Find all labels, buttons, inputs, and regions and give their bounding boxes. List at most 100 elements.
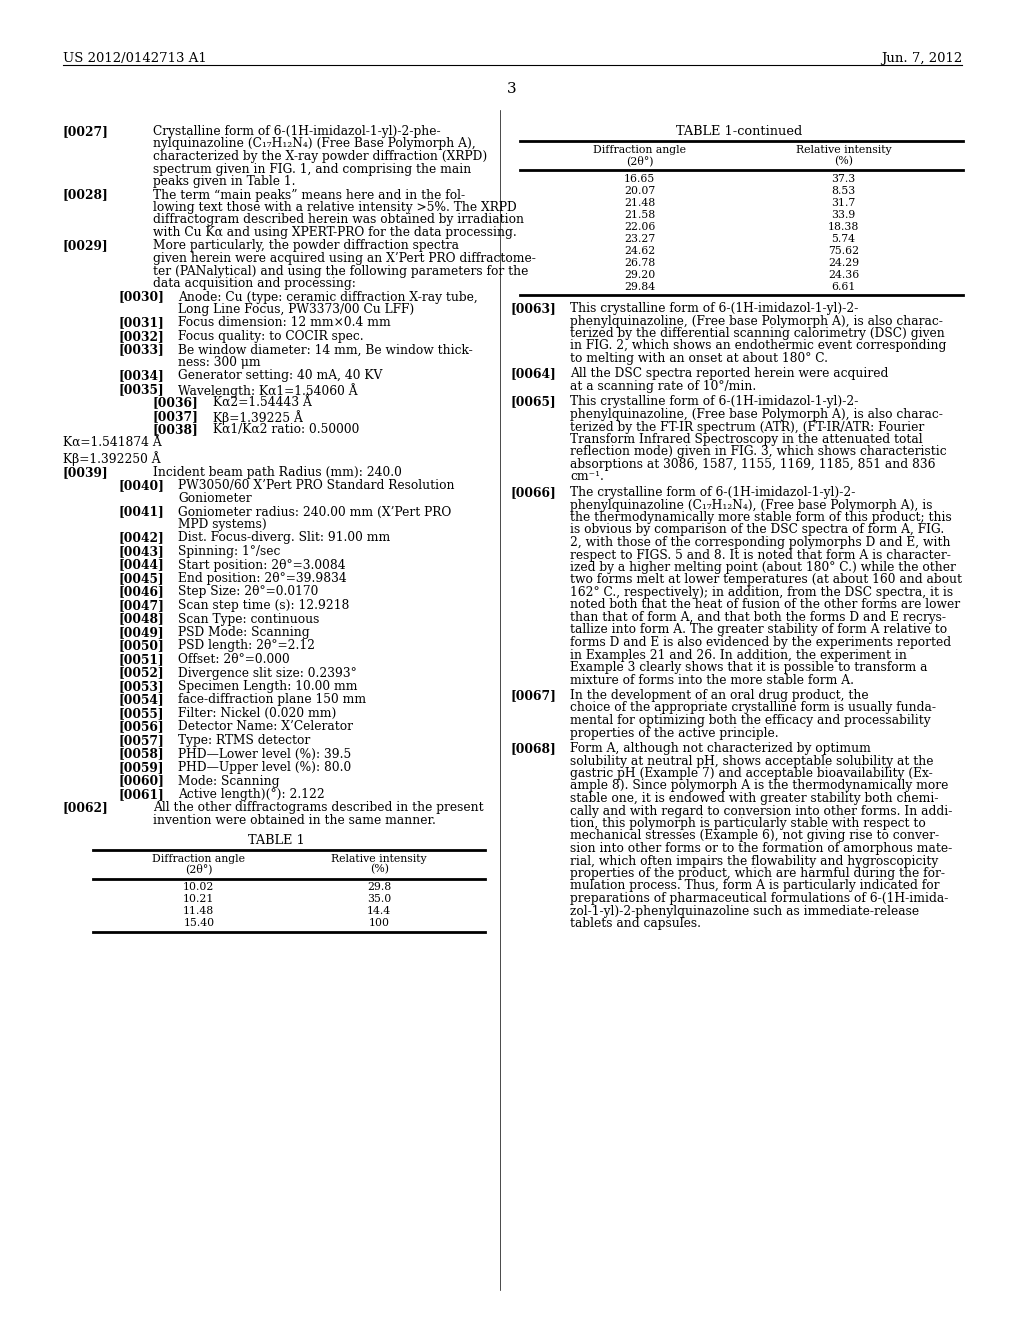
Text: Scan Type: continuous: Scan Type: continuous: [178, 612, 319, 626]
Text: [0032]: [0032]: [118, 330, 164, 343]
Text: 8.53: 8.53: [831, 186, 855, 195]
Text: in FIG. 2, which shows an endothermic event corresponding: in FIG. 2, which shows an endothermic ev…: [570, 339, 946, 352]
Text: diffractogram described herein was obtained by irradiation: diffractogram described herein was obtai…: [153, 214, 524, 227]
Text: two forms melt at lower temperatures (at about 160 and about: two forms melt at lower temperatures (at…: [570, 573, 962, 586]
Text: lowing text those with a relative intensity >5%. The XRPD: lowing text those with a relative intens…: [153, 201, 517, 214]
Text: Mode: Scanning: Mode: Scanning: [178, 775, 280, 788]
Text: 162° C., respectively); in addition, from the DSC spectra, it is: 162° C., respectively); in addition, fro…: [570, 586, 953, 599]
Text: 35.0: 35.0: [367, 895, 391, 904]
Text: Jun. 7, 2012: Jun. 7, 2012: [881, 51, 962, 65]
Text: [0053]: [0053]: [118, 680, 164, 693]
Text: [0068]: [0068]: [510, 742, 556, 755]
Text: Diffraction angle: Diffraction angle: [153, 854, 246, 863]
Text: Crystalline form of 6-(1H-imidazol-1-yl)-2-phe-: Crystalline form of 6-(1H-imidazol-1-yl)…: [153, 125, 440, 139]
Text: terized by the differential scanning calorimetry (DSC) given: terized by the differential scanning cal…: [570, 327, 945, 341]
Text: 21.58: 21.58: [624, 210, 655, 220]
Text: reflection mode) given in FIG. 3, which shows characteristic: reflection mode) given in FIG. 3, which …: [570, 446, 946, 458]
Text: [0033]: [0033]: [118, 343, 164, 356]
Text: forms D and E is also evidenced by the experiments reported: forms D and E is also evidenced by the e…: [570, 636, 951, 649]
Text: End position: 2θ°=39.9834: End position: 2θ°=39.9834: [178, 572, 347, 585]
Text: Scan step time (s): 12.9218: Scan step time (s): 12.9218: [178, 599, 349, 612]
Text: Diffraction angle: Diffraction angle: [593, 145, 686, 154]
Text: Kβ=1.392250 Å: Kβ=1.392250 Å: [63, 451, 161, 466]
Text: invention were obtained in the same manner.: invention were obtained in the same mann…: [153, 814, 436, 828]
Text: 11.48: 11.48: [183, 907, 214, 916]
Text: [0056]: [0056]: [118, 721, 164, 734]
Text: All the other diffractograms described in the present: All the other diffractograms described i…: [153, 801, 483, 814]
Text: PSD length: 2θ°=2.12: PSD length: 2θ°=2.12: [178, 639, 315, 652]
Text: Example 3 clearly shows that it is possible to transform a: Example 3 clearly shows that it is possi…: [570, 661, 928, 675]
Text: [0031]: [0031]: [118, 317, 164, 330]
Text: [0040]: [0040]: [118, 479, 164, 492]
Text: 5.74: 5.74: [831, 234, 855, 244]
Text: 31.7: 31.7: [831, 198, 855, 209]
Text: [0054]: [0054]: [118, 693, 164, 706]
Text: PW3050/60 X’Pert PRO Standard Resolution: PW3050/60 X’Pert PRO Standard Resolution: [178, 479, 455, 492]
Text: [0045]: [0045]: [118, 572, 164, 585]
Text: 3: 3: [507, 82, 517, 96]
Text: absorptions at 3086, 1587, 1155, 1169, 1185, 851 and 836: absorptions at 3086, 1587, 1155, 1169, 1…: [570, 458, 936, 471]
Text: [0063]: [0063]: [510, 302, 556, 315]
Text: [0037]: [0037]: [153, 411, 199, 422]
Text: [0027]: [0027]: [63, 125, 109, 139]
Text: PHD—Lower level (%): 39.5: PHD—Lower level (%): 39.5: [178, 747, 351, 760]
Text: [0051]: [0051]: [118, 653, 164, 667]
Text: preparations of pharmaceutical formulations of 6-(1H-imida-: preparations of pharmaceutical formulati…: [570, 892, 948, 906]
Text: [0029]: [0029]: [63, 239, 109, 252]
Text: TABLE 1: TABLE 1: [248, 833, 305, 846]
Text: in Examples 21 and 26. In addition, the experiment in: in Examples 21 and 26. In addition, the …: [570, 648, 907, 661]
Text: The crystalline form of 6-(1H-imidazol-1-yl)-2-: The crystalline form of 6-(1H-imidazol-1…: [570, 486, 855, 499]
Text: Step Size: 2θ°=0.0170: Step Size: 2θ°=0.0170: [178, 586, 318, 598]
Text: the thermodynamically more stable form of this product; this: the thermodynamically more stable form o…: [570, 511, 951, 524]
Text: All the DSC spectra reported herein were acquired: All the DSC spectra reported herein were…: [570, 367, 889, 380]
Text: [0055]: [0055]: [118, 708, 164, 719]
Text: phenylquinazoline, (Free base Polymorph A), is also charac-: phenylquinazoline, (Free base Polymorph …: [570, 408, 943, 421]
Text: 24.62: 24.62: [624, 246, 655, 256]
Text: US 2012/0142713 A1: US 2012/0142713 A1: [63, 51, 207, 65]
Text: 37.3: 37.3: [831, 174, 855, 183]
Text: [0034]: [0034]: [118, 370, 164, 383]
Text: to melting with an onset at about 180° C.: to melting with an onset at about 180° C…: [570, 352, 828, 366]
Text: More particularly, the powder diffraction spectra: More particularly, the powder diffractio…: [153, 239, 459, 252]
Text: 26.78: 26.78: [624, 257, 655, 268]
Text: 2, with those of the corresponding polymorphs D and E, with: 2, with those of the corresponding polym…: [570, 536, 950, 549]
Text: [0065]: [0065]: [510, 396, 556, 408]
Text: Kα1/Kα2 ratio: 0.50000: Kα1/Kα2 ratio: 0.50000: [213, 424, 359, 437]
Text: Generator setting: 40 mA, 40 KV: Generator setting: 40 mA, 40 KV: [178, 370, 382, 383]
Text: 75.62: 75.62: [827, 246, 859, 256]
Text: (%): (%): [370, 865, 389, 874]
Text: spectrum given in FIG. 1, and comprising the main: spectrum given in FIG. 1, and comprising…: [153, 162, 471, 176]
Text: [0028]: [0028]: [63, 189, 109, 202]
Text: sion into other forms or to the formation of amorphous mate-: sion into other forms or to the formatio…: [570, 842, 952, 855]
Text: cally and with regard to conversion into other forms. In addi-: cally and with regard to conversion into…: [570, 804, 952, 817]
Text: tallize into form A. The greater stability of form A relative to: tallize into form A. The greater stabili…: [570, 623, 947, 636]
Text: TABLE 1-continued: TABLE 1-continued: [676, 125, 802, 139]
Text: solubility at neutral pH, shows acceptable solubility at the: solubility at neutral pH, shows acceptab…: [570, 755, 934, 767]
Text: ample 8). Since polymorph A is the thermodynamically more: ample 8). Since polymorph A is the therm…: [570, 780, 948, 792]
Text: properties of the product, which are harmful during the for-: properties of the product, which are har…: [570, 867, 945, 880]
Text: 24.29: 24.29: [827, 257, 859, 268]
Text: [0057]: [0057]: [118, 734, 164, 747]
Text: at a scanning rate of 10°/min.: at a scanning rate of 10°/min.: [570, 380, 757, 393]
Text: ized by a higher melting point (about 180° C.) while the other: ized by a higher melting point (about 18…: [570, 561, 955, 574]
Text: Be window diameter: 14 mm, Be window thick-: Be window diameter: 14 mm, Be window thi…: [178, 343, 473, 356]
Text: [0039]: [0039]: [63, 466, 109, 479]
Text: [0064]: [0064]: [510, 367, 556, 380]
Text: Kα=1.541874 Å: Kα=1.541874 Å: [63, 437, 162, 450]
Text: than that of form A, and that both the forms D and E recrys-: than that of form A, and that both the f…: [570, 611, 946, 624]
Text: nylquinazoline (C₁₇H₁₂N₄) (Free Base Polymorph A),: nylquinazoline (C₁₇H₁₂N₄) (Free Base Pol…: [153, 137, 476, 150]
Text: zol-1-yl)-2-phenylquinazoline such as immediate-release: zol-1-yl)-2-phenylquinazoline such as im…: [570, 904, 920, 917]
Text: [0048]: [0048]: [118, 612, 164, 626]
Text: terized by the FT-IR spectrum (ATR), (FT-IR/ATR: Fourier: terized by the FT-IR spectrum (ATR), (FT…: [570, 421, 925, 433]
Text: Offset: 2θ°=0.000: Offset: 2θ°=0.000: [178, 653, 290, 667]
Text: 15.40: 15.40: [183, 919, 214, 928]
Text: [0062]: [0062]: [63, 801, 109, 814]
Text: 33.9: 33.9: [831, 210, 855, 220]
Text: [0042]: [0042]: [118, 532, 164, 544]
Text: choice of the appropriate crystalline form is usually funda-: choice of the appropriate crystalline fo…: [570, 701, 936, 714]
Text: [0050]: [0050]: [118, 639, 164, 652]
Text: 24.36: 24.36: [827, 271, 859, 280]
Text: is obvious by comparison of the DSC spectra of form A, FIG.: is obvious by comparison of the DSC spec…: [570, 524, 944, 536]
Text: peaks given in Table 1.: peaks given in Table 1.: [153, 176, 296, 187]
Text: [0052]: [0052]: [118, 667, 164, 680]
